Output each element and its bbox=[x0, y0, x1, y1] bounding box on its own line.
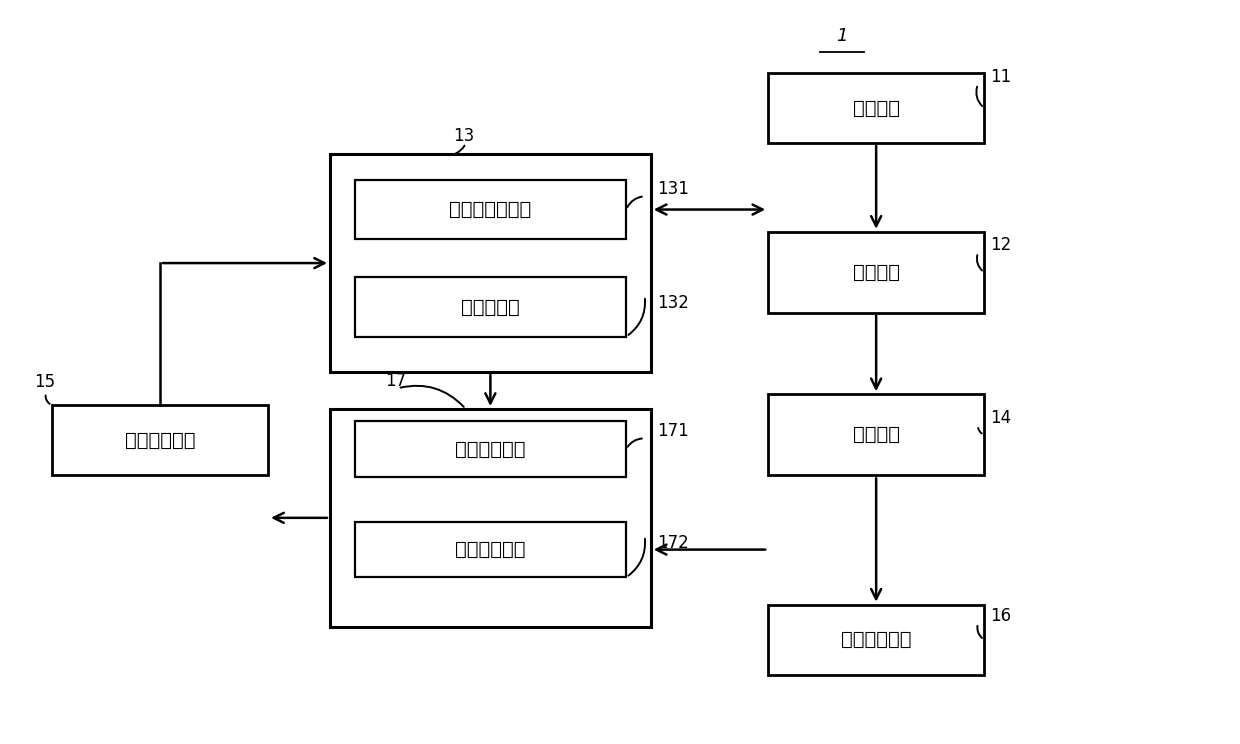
FancyBboxPatch shape bbox=[768, 231, 985, 313]
FancyBboxPatch shape bbox=[355, 421, 626, 477]
FancyBboxPatch shape bbox=[355, 278, 626, 336]
FancyBboxPatch shape bbox=[768, 605, 985, 675]
Text: 15: 15 bbox=[33, 373, 55, 391]
FancyBboxPatch shape bbox=[768, 73, 985, 143]
Text: 13: 13 bbox=[454, 126, 475, 144]
Text: 历史访客信息组: 历史访客信息组 bbox=[449, 200, 532, 219]
Text: 判断单元: 判断单元 bbox=[853, 426, 900, 444]
Text: 语音选择单元: 语音选择单元 bbox=[455, 440, 526, 458]
Text: 12: 12 bbox=[991, 236, 1012, 254]
Text: 132: 132 bbox=[657, 295, 689, 312]
Text: 采集单元: 采集单元 bbox=[853, 98, 900, 118]
Text: 实时确认单元: 实时确认单元 bbox=[841, 630, 911, 650]
Text: 171: 171 bbox=[657, 422, 688, 440]
Text: 关联数据组: 关联数据组 bbox=[461, 298, 520, 316]
Text: 1: 1 bbox=[837, 27, 848, 45]
Text: 14: 14 bbox=[991, 408, 1012, 427]
FancyBboxPatch shape bbox=[330, 409, 651, 626]
Text: 16: 16 bbox=[991, 606, 1012, 625]
Text: 图像选择单元: 图像选择单元 bbox=[455, 540, 526, 559]
Text: 131: 131 bbox=[657, 180, 689, 198]
Text: 172: 172 bbox=[657, 534, 688, 552]
FancyBboxPatch shape bbox=[52, 405, 268, 475]
FancyBboxPatch shape bbox=[768, 394, 985, 475]
FancyBboxPatch shape bbox=[355, 180, 626, 239]
Text: 识别单元: 识别单元 bbox=[853, 263, 900, 282]
Text: 11: 11 bbox=[991, 68, 1012, 86]
FancyBboxPatch shape bbox=[330, 154, 651, 372]
Text: 17: 17 bbox=[386, 372, 407, 390]
Text: 智能学习单元: 智能学习单元 bbox=[125, 431, 196, 450]
FancyBboxPatch shape bbox=[355, 522, 626, 577]
